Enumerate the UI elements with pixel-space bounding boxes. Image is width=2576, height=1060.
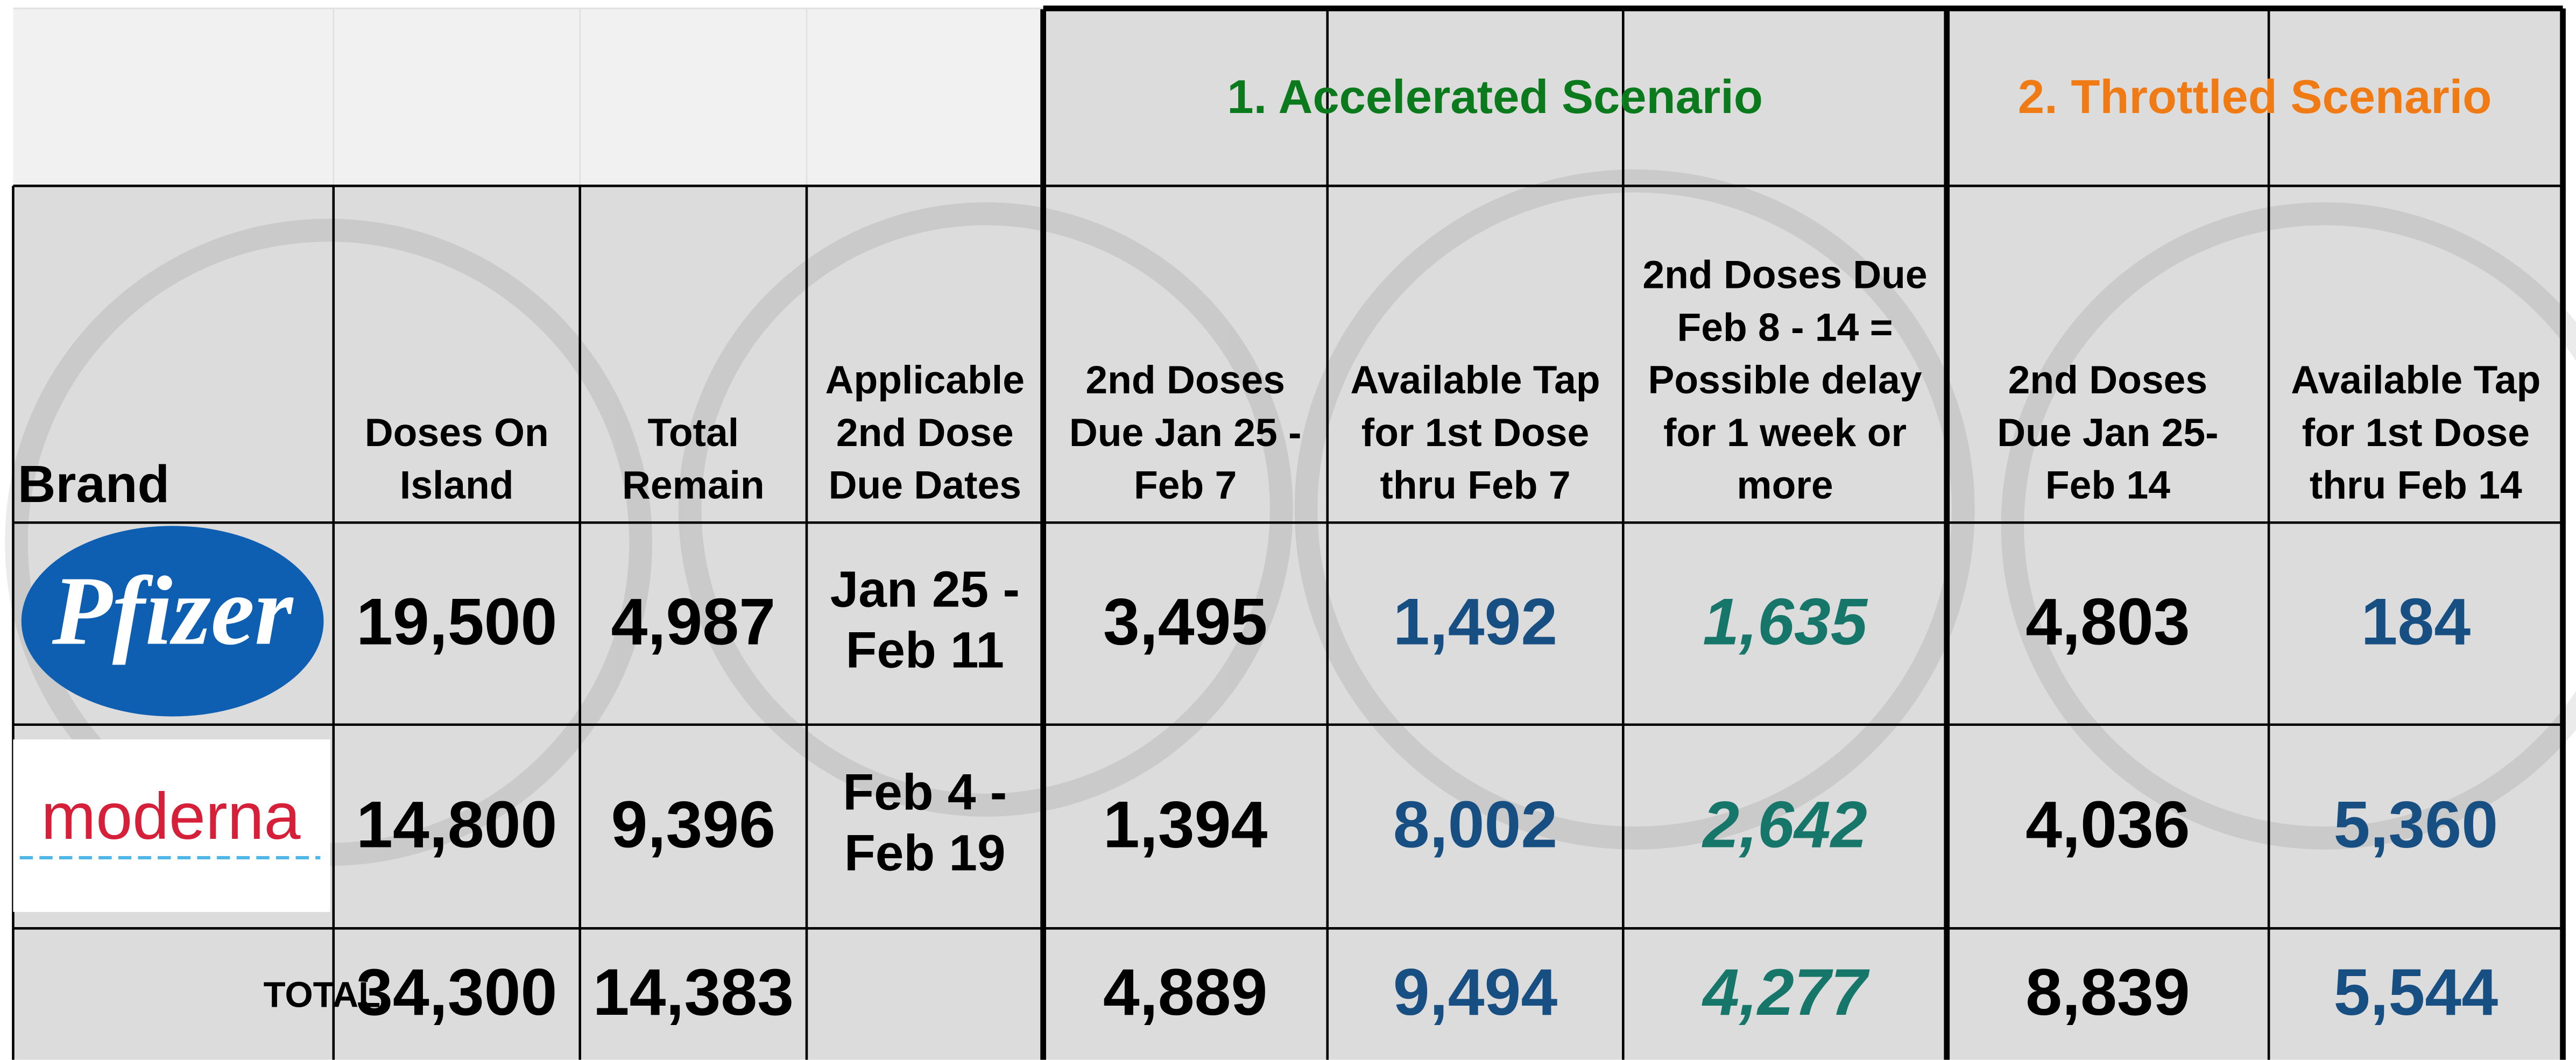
cell-value: 184 bbox=[2361, 584, 2471, 658]
column-header: for 1st Dose bbox=[1361, 411, 1589, 455]
moderna-logo-text: moderna bbox=[41, 779, 301, 853]
cell-value: 14,383 bbox=[593, 955, 794, 1029]
table-bg bbox=[13, 186, 2563, 1060]
cell-value: 1,394 bbox=[1103, 787, 1268, 861]
cell-value: 8,839 bbox=[2025, 955, 2190, 1029]
blank-header bbox=[13, 8, 1043, 186]
column-header: Doses On bbox=[365, 411, 549, 455]
cell-value: 4,889 bbox=[1103, 955, 1268, 1029]
column-header: Feb 7 bbox=[1134, 463, 1237, 507]
column-header: 2nd Dose bbox=[836, 411, 1014, 455]
moderna-logo bbox=[13, 739, 330, 912]
column-header: Available Tap bbox=[1350, 358, 1600, 402]
cell-text: Feb 11 bbox=[846, 621, 1005, 679]
cell-value: 5,360 bbox=[2334, 787, 2499, 861]
column-header: Remain bbox=[622, 463, 765, 507]
cell-value: 3,495 bbox=[1103, 584, 1268, 658]
column-header: Total bbox=[648, 411, 739, 455]
cell-value: 4,277 bbox=[1701, 955, 1870, 1029]
column-header: 2nd Doses Due bbox=[1642, 253, 1927, 297]
cell-value: 9,396 bbox=[611, 787, 776, 861]
cell-value: 4,987 bbox=[611, 584, 776, 658]
column-header: Feb 14 bbox=[2045, 463, 2170, 507]
column-header: thru Feb 14 bbox=[2310, 463, 2522, 507]
cell-text: Feb 4 - bbox=[843, 764, 1007, 821]
cell-value: 14,800 bbox=[356, 787, 557, 861]
cell-value: 2,642 bbox=[1702, 787, 1867, 861]
column-header: Island bbox=[400, 463, 514, 507]
pfizer-logo-text: Pfizer bbox=[52, 556, 294, 665]
cell-value: 4,803 bbox=[2025, 584, 2190, 658]
pfizer-logo bbox=[21, 526, 324, 717]
cell-value: 19,500 bbox=[356, 584, 557, 658]
column-header: Due Jan 25 - bbox=[1069, 411, 1302, 455]
column-header: Available Tap bbox=[2291, 358, 2540, 402]
column-header: Due Jan 25- bbox=[1997, 411, 2218, 455]
cell-value: 9,494 bbox=[1393, 955, 1558, 1029]
cell-value: 4,036 bbox=[2025, 787, 2190, 861]
group-header: 1. Accelerated Scenario bbox=[1227, 70, 1762, 123]
grid bbox=[12, 5, 2566, 1060]
column-header: thru Feb 7 bbox=[1380, 463, 1570, 507]
total-label: TOTAL bbox=[264, 974, 381, 1015]
cell-value: 34,300 bbox=[356, 955, 557, 1029]
column-header: Due Dates bbox=[829, 463, 1021, 507]
column-header: Possible delay bbox=[1648, 358, 1922, 402]
column-header: Brand bbox=[18, 455, 170, 513]
group-header: 2. Throttled Scenario bbox=[2018, 70, 2492, 123]
cell-value: 1,492 bbox=[1393, 584, 1558, 658]
column-header: more bbox=[1737, 463, 1833, 507]
column-header: for 1st Dose bbox=[2302, 411, 2530, 455]
cell-value: 5,544 bbox=[2334, 955, 2499, 1029]
content: 1. Accelerated Scenario 2. Throttled Scen… bbox=[18, 70, 2541, 1029]
cell-value: 8,002 bbox=[1393, 787, 1558, 861]
column-header: for 1 week or bbox=[1663, 411, 1907, 455]
group-header-bg bbox=[1043, 8, 2563, 186]
column-header: Applicable bbox=[825, 358, 1025, 402]
cell-text: Jan 25 - bbox=[830, 561, 1020, 618]
column-header: 2nd Doses bbox=[1085, 358, 1285, 402]
column-header: Feb 8 - 14 = bbox=[1677, 305, 1893, 349]
cell-value: 1,635 bbox=[1703, 584, 1868, 658]
cell-text: Feb 19 bbox=[844, 825, 1006, 882]
column-header: 2nd Doses bbox=[2008, 358, 2208, 402]
